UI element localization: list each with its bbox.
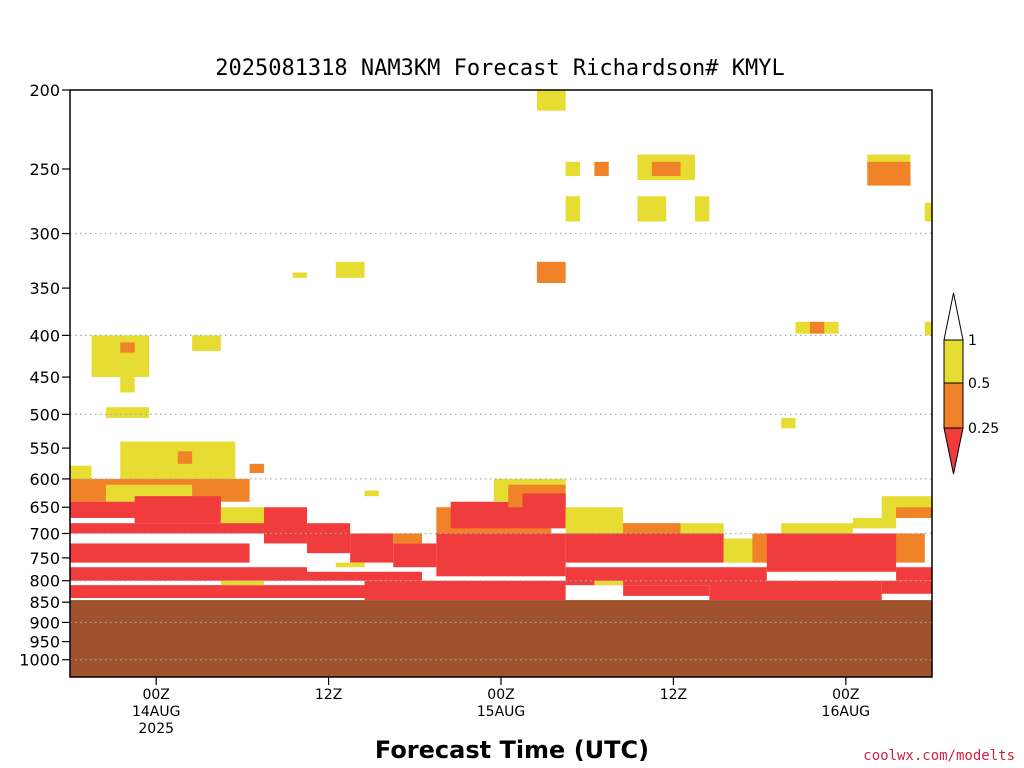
heatmap-cell: [536, 261, 566, 284]
heatmap-cell: [565, 161, 581, 177]
y-tick-label: 650: [29, 498, 60, 517]
heatmap-cell: [867, 161, 911, 186]
legend-level-label: 0.25: [968, 421, 999, 437]
y-tick-label: 850: [29, 593, 60, 612]
heatmap-cell: [924, 202, 932, 222]
heatmap-cell: [364, 580, 566, 601]
heatmap-cell: [694, 196, 710, 222]
heatmap-cell: [852, 517, 897, 529]
x-tick-label: 16AUG: [822, 704, 871, 720]
legend-level-label: 1: [968, 333, 977, 349]
heatmap-cell: [364, 490, 379, 497]
y-tick-label: 250: [29, 160, 60, 179]
legend-band: [943, 339, 964, 384]
x-tick-label: 00Z: [487, 687, 514, 703]
x-tick-label: 15AUG: [477, 704, 526, 720]
y-tick-label: 950: [29, 633, 60, 652]
y-tick-label: 1000: [19, 651, 60, 670]
y-tick-label: 900: [29, 613, 60, 632]
heatmap-cell: [192, 335, 221, 351]
heatmap-cell: [70, 585, 365, 599]
heatmap-cell: [924, 321, 932, 336]
x-tick-label: 12Z: [315, 687, 342, 703]
heatmap-cell: [335, 261, 365, 278]
heatmap-cell: [307, 523, 351, 554]
heatmap-cell: [896, 567, 932, 581]
heatmap-cells: [70, 90, 932, 677]
heatmap-cell: [249, 463, 264, 473]
x-axis-label: Forecast Time (UTC): [375, 736, 649, 764]
y-tick-label: 550: [29, 439, 60, 458]
heatmap-cell: [809, 321, 825, 334]
y-tick-label: 800: [29, 572, 60, 591]
legend-band: [943, 382, 964, 429]
heatmap-cell: [220, 580, 264, 586]
x-tick-label: 00Z: [142, 687, 169, 703]
heatmap-cell: [350, 533, 394, 563]
gridlines: [70, 232, 932, 661]
heatmap-cell: [134, 496, 221, 524]
y-axis: 200 250 300 350 400 450 500 550 600 650 700 750 800 8…: [19, 81, 70, 670]
heatmap-cell: [536, 90, 566, 111]
legend-band-lowest: [943, 427, 964, 475]
heatmap-cell: [881, 580, 932, 594]
y-tick-label: 700: [29, 524, 60, 543]
y-tick-label: 750: [29, 549, 60, 568]
credit-link[interactable]: coolwx.com/modelts: [863, 748, 1015, 764]
legend-band-highest: [943, 292, 964, 341]
heatmap-cell: [781, 417, 796, 429]
heatmap-cell: [651, 161, 681, 177]
y-tick-label: 400: [29, 326, 60, 345]
heatmap-cell: [120, 342, 135, 353]
legend-level-label: 0.5: [968, 376, 990, 392]
x-tick-label: 14AUG: [132, 704, 181, 720]
y-tick-label: 350: [29, 279, 60, 298]
heatmap-cell: [594, 161, 609, 177]
heatmap-cell: [105, 407, 150, 418]
plot-area: [69, 89, 933, 678]
y-tick-label: 500: [29, 405, 60, 424]
heatmap-cell: [623, 585, 710, 596]
heatmap-cell: [120, 377, 135, 393]
x-tick-label: 2025: [138, 721, 174, 737]
heatmap-cell: [70, 523, 264, 534]
heatmap-cell: [335, 562, 365, 568]
heatmap-cell: [522, 493, 566, 513]
heatmap-cell: [70, 543, 250, 563]
heatmap-cell: [307, 571, 422, 581]
heatmap-cell: [393, 533, 422, 544]
heatmap-cell: [565, 533, 724, 563]
heatmap-cell: [766, 533, 897, 572]
x-tick-label: 00Z: [832, 687, 859, 703]
heatmap-cell: [709, 580, 882, 601]
y-tick-label: 600: [29, 470, 60, 489]
heatmap-cell: [637, 196, 667, 222]
heatmap-cell: [594, 580, 624, 586]
y-tick-label: 200: [29, 81, 60, 100]
heatmap-cell: [565, 196, 581, 222]
heatmap-cell: [91, 335, 150, 378]
heatmap-cell: [220, 507, 264, 529]
heatmap-cell: [70, 567, 308, 581]
x-tick-label: 12Z: [660, 687, 687, 703]
chart-title: 2025081318 NAM3KM Forecast Richardson# K…: [215, 56, 785, 81]
heatmap-cell: [292, 272, 308, 278]
heatmap-cell: [263, 507, 308, 544]
heatmap-cell: [781, 523, 853, 534]
y-tick-label: 300: [29, 225, 60, 244]
heatmap-cell: [149, 463, 164, 473]
heatmap-cell: [393, 543, 437, 568]
heatmap-cell: [436, 533, 566, 577]
ground-area: [70, 600, 932, 677]
heatmap-cell: [896, 507, 932, 518]
colorbar-legend: 0.25 0.5 1: [943, 292, 999, 475]
y-tick-label: 450: [29, 368, 60, 387]
heatmap-cell: [177, 451, 193, 464]
